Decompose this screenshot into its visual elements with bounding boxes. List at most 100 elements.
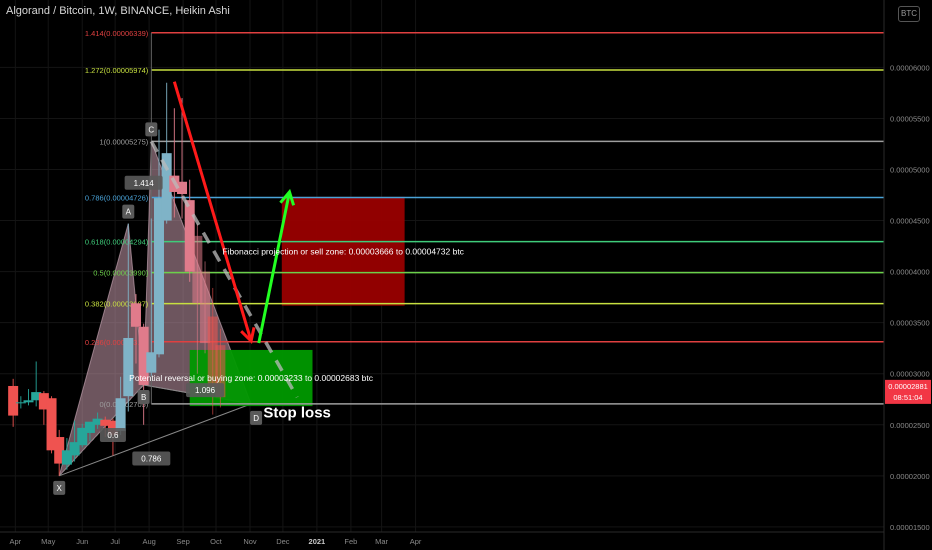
green-arrow-head: [279, 188, 296, 206]
x-tick-label: Aug: [142, 537, 155, 546]
candle-body: [138, 326, 149, 385]
candle-body: [92, 418, 103, 425]
current-price-label: 0.00002881 08:51:04: [885, 379, 931, 404]
y-tick-label: 0.00003000: [890, 370, 930, 379]
x-tick-label: Apr: [410, 537, 422, 546]
currency-badge[interactable]: BTC: [898, 6, 920, 22]
fib-level-label: 0.5(0.00003990): [93, 269, 149, 278]
sell-zone: [281, 196, 405, 306]
ratio-text: 1.096: [195, 386, 216, 395]
price-axis[interactable]: 0.00006000 0.00005500 0.00005000 0.00004500…: [883, 0, 930, 550]
candles: [8, 82, 226, 476]
buy-zone-label: Potential reversal or buying zone: 0.000…: [129, 373, 374, 383]
candle-body: [153, 198, 164, 355]
ratio-badge: [99, 427, 126, 442]
price-tag-value: 0.00002881: [888, 382, 928, 391]
pattern-point-letter: C: [148, 125, 154, 134]
candle-body: [200, 271, 211, 344]
x-tick-label: Jul: [110, 537, 120, 546]
pattern-point-letter: A: [126, 208, 132, 217]
pattern-point-letter: X: [57, 484, 63, 493]
pattern-point-letter: B: [141, 393, 146, 402]
candle-body: [184, 200, 195, 272]
fib-level-label: 0.236(0.00003313): [85, 338, 149, 347]
candle-body: [8, 385, 19, 416]
green-up-arrow: [257, 191, 291, 344]
fib-level-label: 0.618(0.00004294): [85, 238, 149, 247]
red-arrow-head: [240, 327, 256, 345]
time-axis[interactable]: Apr May Jun Jul Aug Sep Oct Nov Dec 2021 Feb Mar Apr: [0, 531, 884, 546]
stop-loss-label: Stop loss: [263, 405, 331, 422]
y-tick-label: 0.00001500: [890, 523, 930, 532]
pattern-point-badge: [122, 204, 135, 219]
candle-body: [54, 437, 65, 464]
x-tick-label: Sep: [176, 537, 189, 546]
candle-body: [215, 345, 226, 398]
y-tick-label: 0.00002000: [890, 472, 930, 481]
pattern-line-xd: [59, 403, 252, 477]
pattern-point-badge: [137, 389, 150, 404]
ratio-badge: [132, 451, 171, 466]
candle-body: [61, 450, 72, 465]
candle-body: [177, 181, 188, 195]
x-tick-label: 2021: [309, 537, 326, 546]
x-tick-label: Jun: [76, 537, 88, 546]
x-tick-label: Dec: [276, 537, 290, 546]
x-tick-label: Feb: [344, 537, 357, 546]
candle-body: [77, 427, 88, 446]
candle-body: [161, 153, 172, 221]
projection-dashed-line: [149, 140, 299, 399]
x-tick-label: Mar: [375, 537, 388, 546]
pattern-point-badge: [145, 122, 158, 137]
x-tick-label: May: [41, 537, 55, 546]
candle-body: [207, 316, 218, 388]
red-down-arrow: [172, 81, 253, 342]
fib-level-label: 1.272(0.00005974): [85, 66, 149, 75]
y-tick-label: 0.00004500: [890, 217, 930, 226]
pattern-point-letter: D: [253, 414, 259, 423]
chart-title: Algorand / Bitcoin, 1W, BINANCE, Heikin …: [6, 5, 230, 17]
fibonacci-levels: 1.414(0.00006339) 1.272(0.00005974) 1(0.00…: [85, 29, 884, 409]
ratio-text: 1.414: [134, 179, 155, 188]
ratio-badge: [124, 175, 163, 190]
candle-body: [84, 421, 95, 433]
fib-level-label: 1.414(0.00006339): [85, 29, 149, 38]
ratio-badge: [186, 383, 225, 398]
fib-level-label: 0.786(0.00004726): [85, 193, 149, 202]
y-tick-label: 0.00003500: [890, 319, 930, 328]
candle-body: [107, 420, 118, 435]
horizontal-grid: [0, 66, 884, 528]
ratio-text: 0.6: [107, 431, 119, 440]
y-tick-label: 0.00002500: [890, 421, 930, 430]
fib-level-label: 1(0.00005275): [100, 137, 149, 146]
candle-body: [31, 392, 42, 401]
arrows: [172, 81, 296, 345]
candle-body: [123, 337, 134, 397]
candle-body: [130, 303, 141, 327]
candle-body: [115, 398, 126, 431]
sell-zone-label: Fibonacci projection or sell zone: 0.000…: [222, 246, 464, 256]
candle-body: [23, 400, 34, 403]
candle-body: [100, 419, 111, 426]
fib-level-label: 0.382(0.00003687): [85, 300, 149, 309]
pattern-labels: X A B C D 0.6 1.414 0.786 1.096: [53, 122, 263, 495]
pattern-point-badge: [53, 480, 66, 495]
y-tick-label: 0.00005000: [890, 166, 930, 175]
pattern-point-badge: [250, 410, 263, 425]
y-tick-label: 0.00004000: [890, 268, 930, 277]
x-tick-label: Nov: [243, 537, 257, 546]
candle-body: [46, 398, 57, 451]
x-tick-label: Apr: [10, 537, 22, 546]
candle-body: [38, 393, 49, 410]
candle-body: [146, 352, 157, 373]
y-tick-label: 0.00005500: [890, 114, 930, 123]
price-tag-countdown: 08:51:04: [893, 393, 922, 402]
price-tag-bg: [885, 379, 931, 404]
candle-body: [69, 442, 80, 456]
ratio-text: 0.786: [141, 454, 162, 463]
candle-body: [192, 235, 203, 304]
x-tick-label: Oct: [210, 537, 223, 546]
y-tick-label: 0.00006000: [890, 63, 930, 72]
candle-body: [15, 402, 26, 404]
